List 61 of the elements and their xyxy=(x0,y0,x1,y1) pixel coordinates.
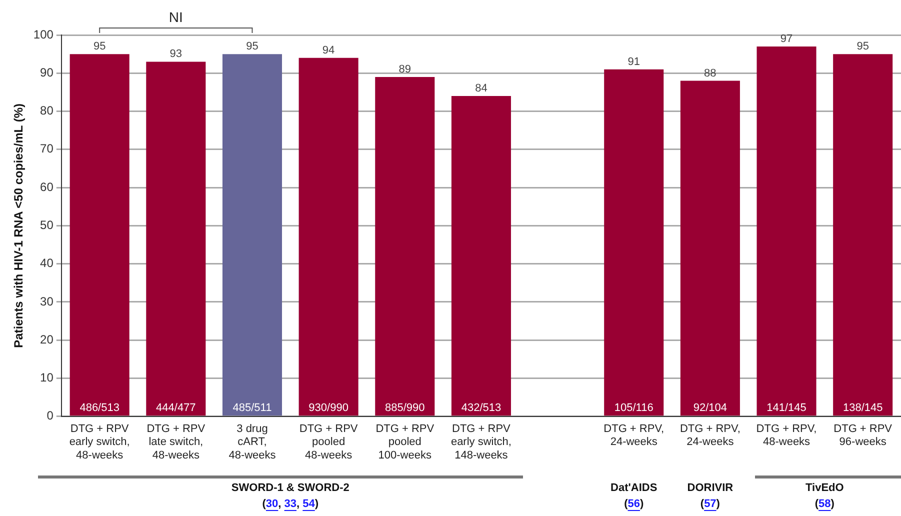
annotation: 138/145 xyxy=(842,402,883,414)
data-label: 88 xyxy=(704,67,716,80)
data-label: 84 xyxy=(475,82,488,95)
y-tick-label: 0 xyxy=(46,408,54,423)
annotation: 930/990 xyxy=(308,402,348,414)
x-tick-label: DTG + RPV late switch, 48-weeks xyxy=(146,423,206,462)
bar xyxy=(604,69,664,416)
text: NI xyxy=(168,8,183,25)
annotation: 92/104 xyxy=(693,402,728,414)
bar xyxy=(833,54,893,416)
data-label: 95 xyxy=(246,40,258,53)
annotation: 444/477 xyxy=(156,402,196,414)
x-tick-label: DTG + RPV 96-weeks xyxy=(834,423,893,448)
y-tick-label: 90 xyxy=(40,65,54,80)
y-tick-label: 100 xyxy=(33,27,54,42)
y-tick-label: 80 xyxy=(40,104,54,118)
bar xyxy=(451,96,511,416)
text: DORIVIR xyxy=(687,482,734,494)
text: SWORD-1 & SWORD-2 xyxy=(231,482,350,494)
x-tick-label: DTG + RPV pooled 48-weeks xyxy=(299,423,358,462)
x-tick-label: DTG + RPV early switch, 48-weeks xyxy=(69,423,130,462)
data-label: 94 xyxy=(322,44,335,56)
y-tick-label: 70 xyxy=(40,142,54,156)
data-label: 95 xyxy=(856,40,869,53)
annotation: 486/513 xyxy=(80,402,120,414)
annotation: 141/145 xyxy=(766,402,806,414)
annotation: 485/511 xyxy=(232,402,272,414)
x-tick-label: DTG + RPV, 24-weeks xyxy=(680,423,740,448)
bar xyxy=(298,58,358,416)
bar xyxy=(680,80,740,416)
annotation: 885/990 xyxy=(385,402,425,414)
text: (58) xyxy=(814,498,835,510)
text: (57) xyxy=(700,498,720,510)
annotation: 105/116 xyxy=(614,402,654,414)
x-tick-label: DTG + RPV, 48-weeks xyxy=(756,423,817,448)
y-tick-label: 30 xyxy=(40,294,54,308)
bar xyxy=(756,46,816,416)
y-tick-label: 60 xyxy=(40,180,54,194)
data-label: 95 xyxy=(93,40,106,53)
data-label: 91 xyxy=(628,56,640,68)
text: (30, 33, 54) xyxy=(262,498,319,510)
y-axis-title: Patients with HIV-1 RNA <50 copies/mL (%) xyxy=(12,103,26,348)
bar xyxy=(222,54,282,416)
y-tick-label: 10 xyxy=(40,370,54,385)
y-tick-label: 20 xyxy=(40,332,54,346)
y-tick-label: 40 xyxy=(40,256,54,270)
x-tick-label: DTG + RPV, 24-weeks xyxy=(604,423,664,448)
x-tick-label: 3 drug cART, 48-weeks xyxy=(228,423,276,462)
bar xyxy=(375,76,435,416)
text: (56) xyxy=(624,498,644,510)
annotation: 432/513 xyxy=(461,402,502,414)
data-label: 89 xyxy=(398,63,412,76)
bar xyxy=(70,54,130,416)
x-tick-label: DTG + RPV pooled 100-weeks xyxy=(376,423,435,462)
y-tick-label: 50 xyxy=(40,218,54,232)
data-label: 97 xyxy=(780,32,793,45)
x-tick-label: DTG + RPV early switch, 148-weeks xyxy=(450,423,512,462)
text: Dat'AIDS xyxy=(610,482,658,494)
data-label: 93 xyxy=(170,48,182,60)
text: TivEdO xyxy=(806,482,844,494)
bar xyxy=(146,62,206,416)
